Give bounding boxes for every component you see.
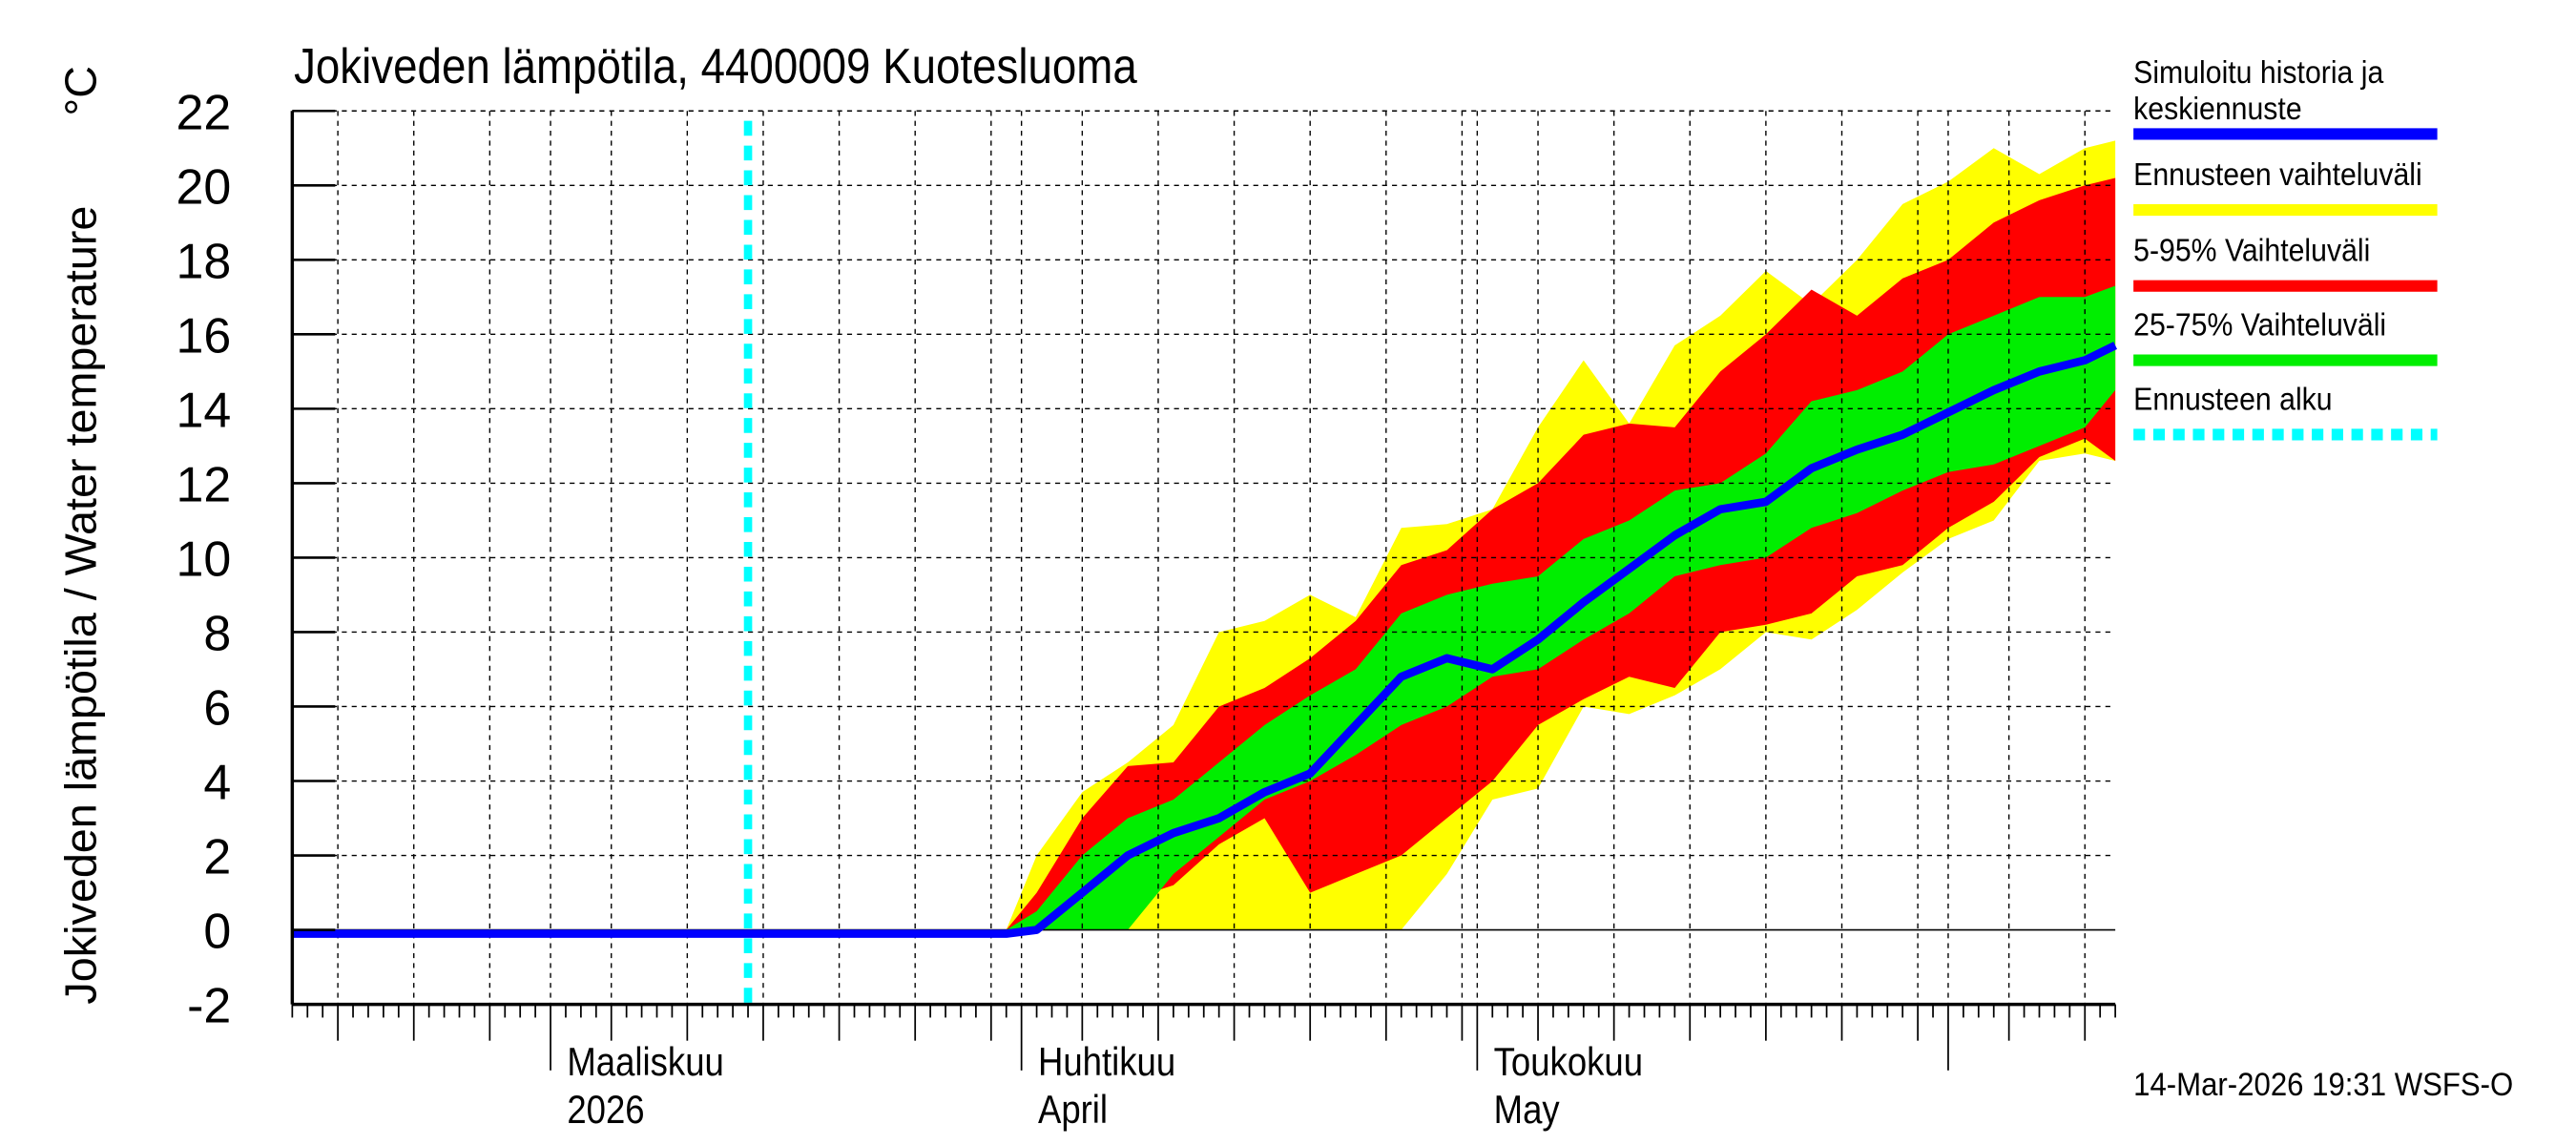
y-tick-label: 20 bbox=[177, 159, 232, 215]
legend-label: Ennusteen alku bbox=[2133, 381, 2332, 416]
legend-label: keskiennuste bbox=[2133, 91, 2301, 126]
y-tick-label: 2 bbox=[203, 830, 231, 885]
y-tick-label: 4 bbox=[203, 756, 231, 811]
y-tick-label: 6 bbox=[203, 681, 231, 737]
y-tick-label: 16 bbox=[177, 308, 232, 364]
bands bbox=[1006, 140, 2116, 930]
y-tick-label: 22 bbox=[177, 85, 232, 140]
legend-label: 25-75% Vaihteluväli bbox=[2133, 306, 2386, 342]
y-tick-label: 8 bbox=[203, 606, 231, 661]
month-label: Maaliskuu bbox=[567, 1041, 724, 1085]
y-tick-label: 0 bbox=[203, 905, 231, 960]
y-tick-label: 10 bbox=[177, 531, 232, 587]
y-tick-label: 14 bbox=[177, 383, 232, 438]
month-label-sub: 2026 bbox=[567, 1089, 644, 1133]
month-label: Huhtikuu bbox=[1038, 1041, 1175, 1085]
footer-timestamp: 14-Mar-2026 19:31 WSFS-O bbox=[2133, 1065, 2513, 1102]
y-axis-unit: °C bbox=[55, 66, 105, 115]
month-label-sub: April bbox=[1038, 1089, 1108, 1133]
y-tick-label: 12 bbox=[177, 457, 232, 512]
lines bbox=[292, 120, 2118, 1005]
legend-label: Ennusteen vaihteluväli bbox=[2133, 156, 2422, 192]
y-tick-label: -2 bbox=[187, 979, 231, 1034]
chart-title: Jokiveden lämpötila, 4400009 Kuotesluoma bbox=[294, 39, 1137, 94]
y-axis-label: Jokiveden lämpötila / Water temperature bbox=[55, 206, 105, 1005]
legend-label: Simuloitu historia ja bbox=[2133, 54, 2384, 90]
y-tick-label: 18 bbox=[177, 234, 232, 289]
median-line bbox=[292, 342, 2118, 938]
band-25-75 bbox=[1006, 285, 2116, 930]
month-label: Toukokuu bbox=[1494, 1041, 1643, 1085]
month-label-sub: May bbox=[1494, 1089, 1560, 1133]
legend-label: 5-95% Vaihteluväli bbox=[2133, 233, 2370, 268]
